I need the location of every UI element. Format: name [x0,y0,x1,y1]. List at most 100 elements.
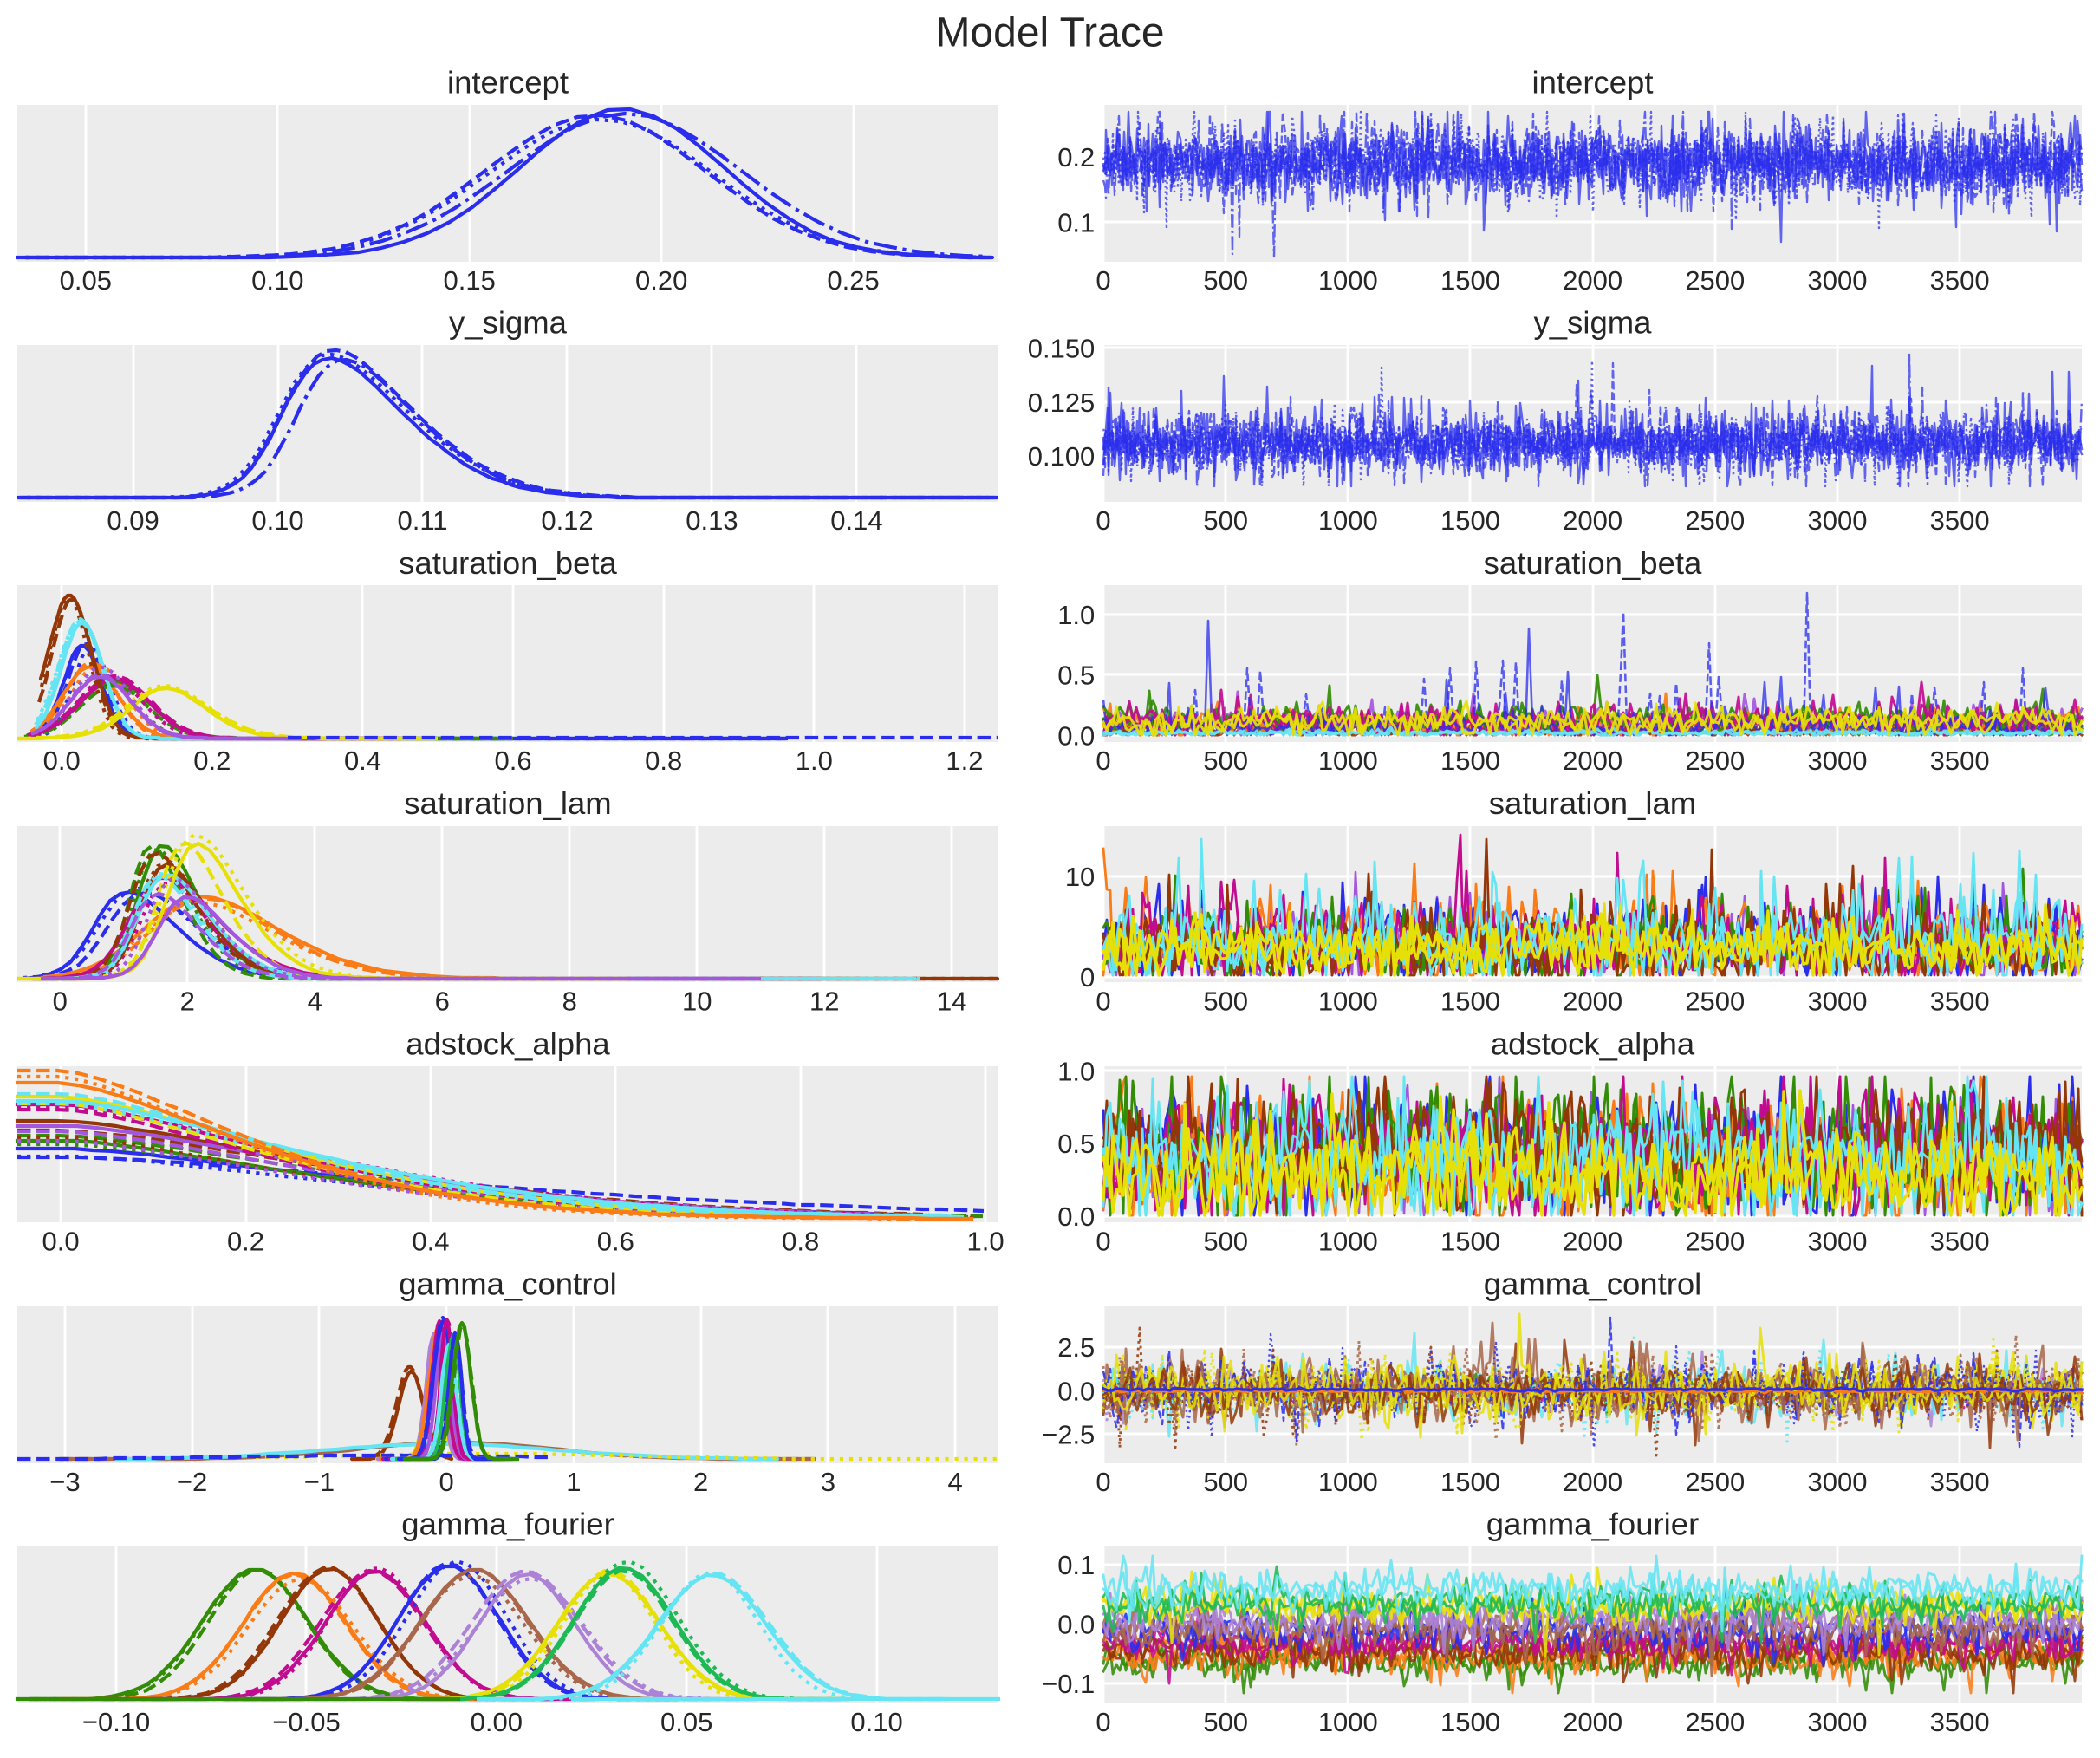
svg-text:2500: 2500 [1685,265,1745,296]
svg-text:0.8: 0.8 [782,1227,819,1257]
svg-text:0: 0 [1096,1227,1110,1257]
svg-text:saturation_beta: saturation_beta [399,545,617,581]
svg-text:3000: 3000 [1808,1707,1868,1737]
svg-text:−2: −2 [177,1467,207,1497]
svg-text:0.2: 0.2 [1057,142,1095,173]
svg-text:0.0: 0.0 [1057,720,1095,751]
svg-text:2000: 2000 [1563,505,1622,536]
svg-text:0.1: 0.1 [1057,208,1095,238]
svg-text:0: 0 [53,986,68,1016]
svg-text:1000: 1000 [1318,1707,1378,1737]
svg-text:0.09: 0.09 [107,505,159,536]
svg-text:gamma_fourier: gamma_fourier [1486,1507,1699,1542]
svg-text:−2.5: −2.5 [1042,1420,1095,1450]
svg-text:1.2: 1.2 [946,746,983,776]
svg-text:0.0: 0.0 [1057,1609,1095,1639]
svg-text:1500: 1500 [1440,1227,1500,1257]
svg-text:2500: 2500 [1685,746,1745,776]
svg-text:gamma_control: gamma_control [1484,1266,1702,1302]
svg-text:0.4: 0.4 [344,746,381,776]
svg-text:1500: 1500 [1440,746,1500,776]
svg-text:0.14: 0.14 [830,505,882,536]
svg-text:0.11: 0.11 [397,505,447,536]
svg-text:1500: 1500 [1440,1707,1500,1737]
svg-text:y_sigma: y_sigma [1534,305,1653,341]
svg-text:0.05: 0.05 [60,265,112,296]
svg-text:2: 2 [693,1467,708,1497]
svg-text:500: 500 [1203,1707,1248,1737]
svg-text:adstock_alpha: adstock_alpha [406,1026,610,1061]
svg-text:−0.10: −0.10 [82,1707,150,1737]
svg-text:0.15: 0.15 [444,265,496,296]
svg-text:2000: 2000 [1563,265,1622,296]
svg-text:1000: 1000 [1318,1227,1378,1257]
svg-text:500: 500 [1203,1467,1248,1497]
svg-text:0: 0 [439,1467,453,1497]
svg-text:1000: 1000 [1318,1467,1378,1497]
svg-text:2000: 2000 [1563,986,1622,1016]
svg-text:3500: 3500 [1930,986,1990,1016]
svg-text:0.4: 0.4 [412,1227,449,1257]
svg-text:3500: 3500 [1930,505,1990,536]
svg-text:3500: 3500 [1930,1707,1990,1737]
svg-text:1500: 1500 [1440,505,1500,536]
svg-text:0.5: 0.5 [1057,1129,1095,1159]
svg-text:12: 12 [809,986,839,1016]
svg-text:saturation_lam: saturation_lam [1489,785,1696,821]
svg-text:0.0: 0.0 [42,1227,80,1257]
svg-text:500: 500 [1203,265,1248,296]
svg-text:1.0: 1.0 [1057,600,1095,630]
svg-text:500: 500 [1203,746,1248,776]
svg-text:6: 6 [435,986,450,1016]
svg-text:adstock_alpha: adstock_alpha [1491,1026,1695,1061]
svg-text:1000: 1000 [1318,265,1378,296]
svg-text:1.0: 1.0 [796,746,833,776]
svg-text:2500: 2500 [1685,505,1745,536]
svg-text:2500: 2500 [1685,986,1745,1016]
svg-text:intercept: intercept [1532,65,1654,101]
svg-text:0.0: 0.0 [1057,1376,1095,1406]
svg-text:1.0: 1.0 [967,1227,1004,1257]
svg-text:0.0: 0.0 [1057,1201,1095,1232]
svg-text:0.6: 0.6 [495,746,532,776]
svg-text:0: 0 [1096,505,1110,536]
svg-text:1000: 1000 [1318,746,1378,776]
svg-text:3000: 3000 [1808,1467,1868,1497]
svg-text:0.2: 0.2 [193,746,231,776]
svg-text:0.8: 0.8 [645,746,682,776]
svg-text:4: 4 [947,1467,962,1497]
svg-text:3000: 3000 [1808,746,1868,776]
svg-text:3500: 3500 [1930,265,1990,296]
svg-text:0.25: 0.25 [827,265,879,296]
svg-text:0: 0 [1096,986,1110,1016]
svg-text:1: 1 [566,1467,581,1497]
svg-text:0.10: 0.10 [251,265,303,296]
svg-text:gamma_control: gamma_control [399,1266,617,1302]
svg-text:2500: 2500 [1685,1227,1745,1257]
svg-text:1500: 1500 [1440,986,1500,1016]
svg-text:saturation_beta: saturation_beta [1484,545,1702,581]
svg-text:3000: 3000 [1808,986,1868,1016]
svg-text:3000: 3000 [1808,505,1868,536]
svg-text:10: 10 [1065,862,1095,892]
svg-text:0.100: 0.100 [1028,441,1096,472]
svg-text:2500: 2500 [1685,1467,1745,1497]
svg-text:14: 14 [937,986,966,1016]
svg-text:3500: 3500 [1930,746,1990,776]
svg-text:0.00: 0.00 [471,1707,523,1737]
svg-text:2000: 2000 [1563,746,1622,776]
svg-text:0.0: 0.0 [43,746,81,776]
svg-text:0.12: 0.12 [541,505,593,536]
svg-text:3000: 3000 [1808,265,1868,296]
svg-text:−0.05: −0.05 [272,1707,340,1737]
svg-text:0.5: 0.5 [1057,661,1095,691]
svg-text:−1: −1 [304,1467,335,1497]
svg-text:Model Trace: Model Trace [935,10,1164,55]
svg-text:2000: 2000 [1563,1707,1622,1737]
svg-text:1000: 1000 [1318,986,1378,1016]
svg-text:4: 4 [308,986,322,1016]
svg-text:2500: 2500 [1685,1707,1745,1737]
svg-text:0: 0 [1096,746,1110,776]
svg-text:1.0: 1.0 [1057,1057,1095,1087]
svg-text:3500: 3500 [1930,1467,1990,1497]
